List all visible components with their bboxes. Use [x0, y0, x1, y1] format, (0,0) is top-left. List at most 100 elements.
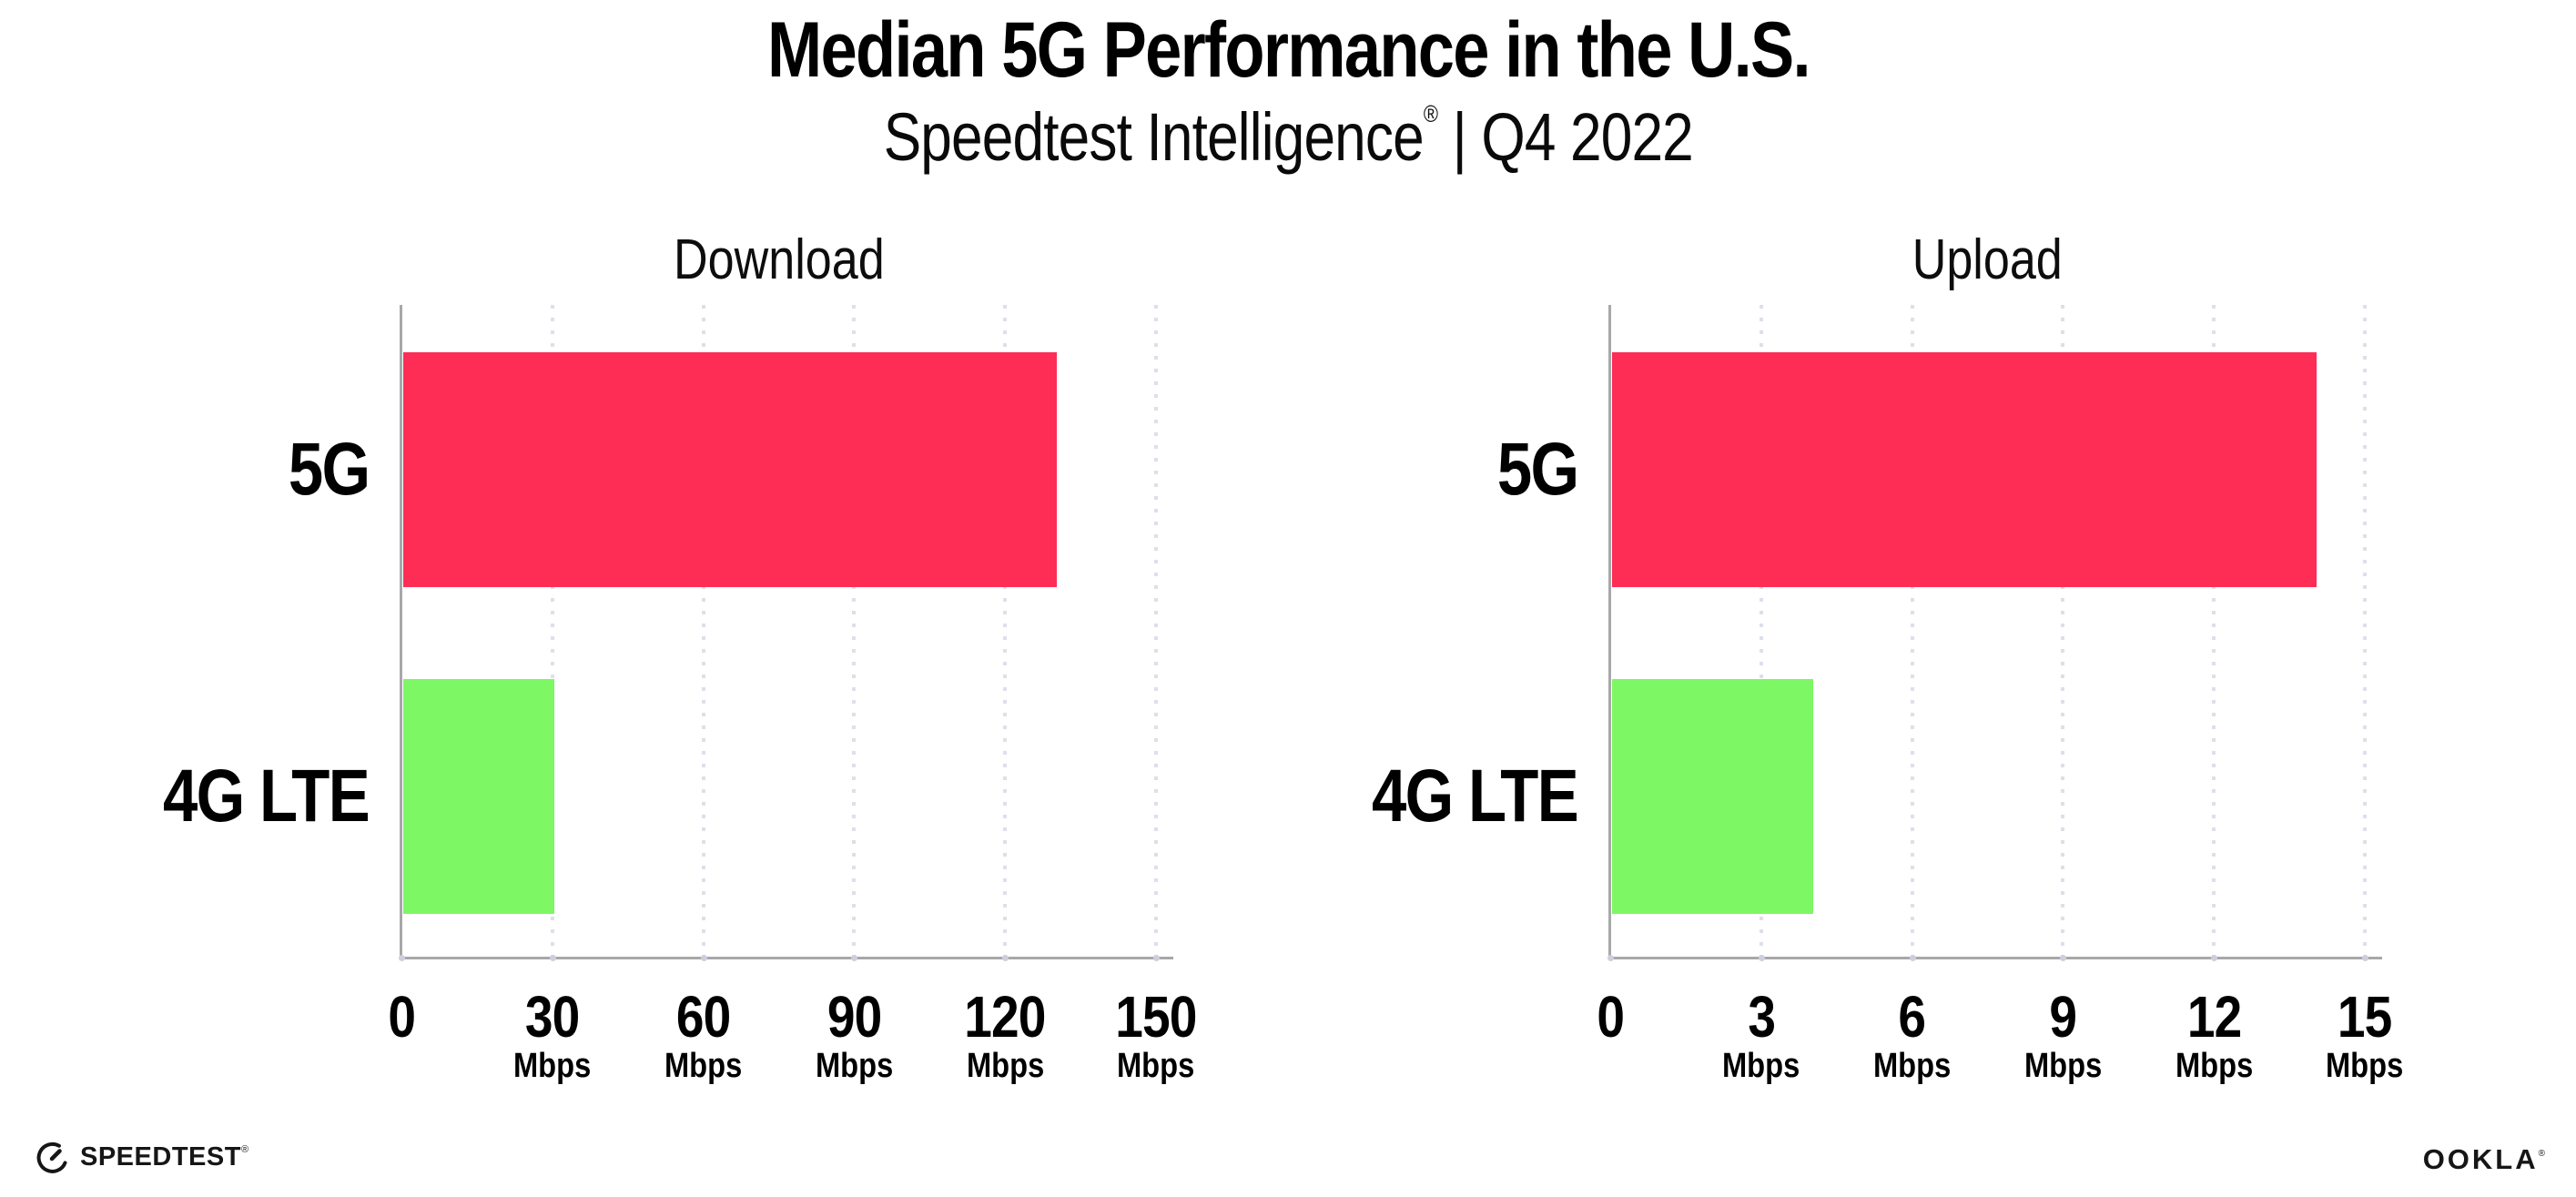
x-tick-label: 0 [329, 983, 474, 1050]
x-tick-unit-text: Mbps [513, 1047, 592, 1085]
axis-tick-dot [1758, 955, 1765, 961]
chart-panel-title: Download [401, 228, 1156, 292]
bar-5g [1612, 352, 2317, 587]
subtitle-separator: | [1436, 99, 1482, 175]
subtitle-row: Speedtest Intelligence® | Q4 2022 [0, 98, 2576, 176]
x-tick-label: 12 [2141, 983, 2287, 1050]
x-tick-label: 150 [1083, 983, 1229, 1050]
page-subtitle: Speedtest Intelligence® | Q4 2022 [883, 98, 1693, 176]
x-tick-label: 60 [631, 983, 776, 1050]
axis-tick-dot [1607, 955, 1614, 961]
page-title: Median 5G Performance in the U.S. [766, 6, 1811, 94]
x-tick-value: 90 [827, 984, 882, 1050]
axis-tick-dot [399, 955, 405, 961]
bar-4g-lte [1612, 679, 1814, 914]
x-tick-unit: Mbps [1990, 1047, 2135, 1086]
axis-tick-dot [851, 955, 858, 961]
axis-tick-dot [1909, 955, 1916, 961]
gridline [1759, 305, 1763, 959]
category-label-text: 4G LTE [163, 755, 370, 837]
x-tick-value: 15 [2338, 984, 2392, 1050]
x-tick-unit: Mbps [1689, 1047, 1834, 1086]
registered-trademark-icon: ® [1423, 100, 1438, 127]
gridline [1910, 305, 1914, 959]
bar-5g [403, 352, 1058, 587]
gridline [1154, 305, 1158, 959]
x-tick-value: 150 [1115, 984, 1197, 1050]
gridline [2212, 305, 2216, 959]
gridline [701, 305, 705, 959]
x-tick-value: 30 [525, 984, 580, 1050]
x-tick-label: 120 [932, 983, 1078, 1050]
category-label-text: 4G LTE [1372, 755, 1579, 837]
chart-panel-title: Upload [1610, 228, 2365, 292]
gridline [2061, 305, 2065, 959]
speedtest-trademark-icon: ® [240, 1143, 249, 1155]
x-tick-unit-text: Mbps [1117, 1047, 1195, 1085]
axis-tick-dot [700, 955, 707, 961]
title-row: Median 5G Performance in the U.S. [0, 5, 2576, 96]
x-tick-label: 30 [480, 983, 625, 1050]
x-tick-value: 12 [2186, 984, 2241, 1050]
gridline [550, 305, 554, 959]
x-tick-value: 0 [1597, 984, 1625, 1050]
y-axis-spine [1608, 305, 1611, 959]
x-tick-label: 0 [1537, 983, 1683, 1050]
x-tick-unit-text: Mbps [815, 1047, 894, 1085]
x-tick-value: 3 [1747, 984, 1776, 1050]
ookla-logo: OOKLA® [2423, 1143, 2545, 1176]
category-label-5g: 5G [0, 420, 1578, 520]
x-tick-value: 0 [388, 984, 416, 1050]
x-tick-label: 9 [1990, 983, 2135, 1050]
plot-area [1607, 305, 2382, 961]
speedtest-gauge-icon [36, 1141, 67, 1173]
x-tick-unit: Mbps [631, 1047, 776, 1086]
chart-panel-title-text: Download [673, 228, 885, 291]
x-tick-unit-text: Mbps [1872, 1047, 1952, 1085]
speedtest-logo: SPEEDTEST® [33, 1138, 249, 1176]
plot-area [399, 305, 1173, 961]
x-tick-unit: Mbps [781, 1047, 927, 1086]
axis-tick-dot [549, 955, 556, 961]
x-tick-value: 9 [2049, 984, 2078, 1050]
x-tick-value: 60 [675, 984, 731, 1050]
axis-tick-dot [2211, 955, 2218, 961]
x-tick-value: 6 [1898, 984, 1927, 1050]
x-tick-unit-text: Mbps [966, 1047, 1044, 1085]
x-tick-unit: Mbps [2141, 1047, 2287, 1086]
subtitle-brand: Speedtest Intelligence [883, 99, 1424, 175]
x-tick-unit-text: Mbps [2023, 1047, 2103, 1085]
category-label-4g-lte: 4G LTE [0, 746, 1579, 847]
ookla-wordmark: OOKLA® [2422, 1143, 2545, 1175]
x-tick-unit-text: Mbps [664, 1047, 743, 1085]
x-tick-unit-text: Mbps [1722, 1047, 1800, 1085]
x-axis-line [1608, 957, 2382, 959]
category-label-5g: 5G [0, 420, 370, 520]
category-label-4g-lte: 4G LTE [0, 746, 370, 847]
x-tick-label: 6 [1840, 983, 1985, 1050]
ookla-trademark-icon: ® [2538, 1149, 2545, 1159]
x-tick-unit-text: Mbps [2326, 1047, 2404, 1085]
speedtest-wordmark: SPEEDTEST® [80, 1141, 249, 1172]
x-axis-line [400, 957, 1173, 959]
x-tick-unit: Mbps [932, 1047, 1078, 1086]
x-tick-unit-text: Mbps [2175, 1047, 2253, 1085]
x-tick-label: 15 [2292, 983, 2438, 1050]
gridline [1003, 305, 1008, 959]
chart-panel-title-text: Upload [1912, 228, 2064, 291]
bar-4g-lte [403, 679, 554, 914]
axis-tick-dot [1153, 955, 1160, 961]
x-tick-label: 3 [1689, 983, 1834, 1050]
axis-tick-dot [2362, 955, 2368, 961]
x-tick-label: 90 [781, 983, 927, 1050]
axis-tick-dot [1002, 955, 1009, 961]
y-axis-spine [400, 305, 402, 959]
x-tick-unit: Mbps [480, 1047, 625, 1086]
category-label-text: 5G [288, 428, 370, 511]
axis-tick-dot [2060, 955, 2067, 961]
gridline [2363, 305, 2367, 959]
x-tick-unit: Mbps [2292, 1047, 2438, 1086]
category-label-text: 5G [1496, 428, 1578, 511]
x-tick-value: 120 [964, 984, 1047, 1050]
